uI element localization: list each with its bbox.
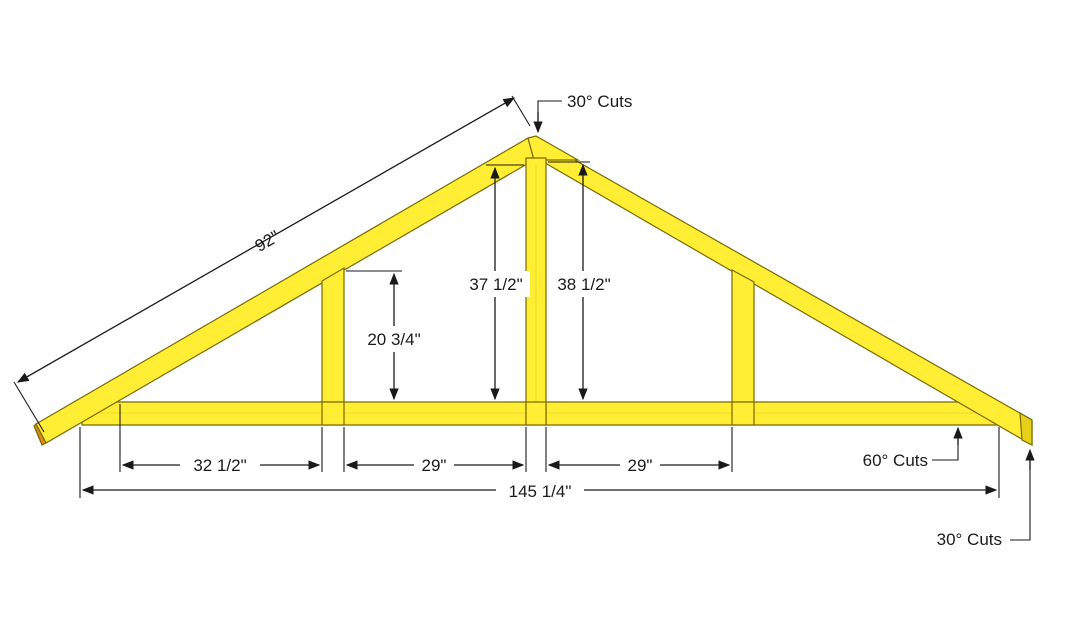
left-rafter	[35, 137, 535, 444]
joint-left	[321, 401, 345, 426]
end-cut-leader	[1010, 452, 1031, 541]
joint-right	[731, 401, 755, 426]
left-rafter-end	[33, 422, 47, 446]
peak-cut-leader	[537, 100, 562, 130]
cp-left-label-bg	[462, 271, 530, 297]
right-side-post	[731, 268, 755, 403]
rafter-ext-line-right	[511, 95, 531, 127]
total-span-label-bg	[496, 478, 584, 502]
center-post-right-label: 38 1/2"	[557, 275, 610, 294]
right-rafter-end	[1019, 411, 1033, 446]
mid-right-bay-label-bg	[620, 452, 660, 476]
bottom-cut-leader	[932, 430, 959, 461]
peak-cut-label: 30° Cuts	[567, 92, 632, 111]
left-side-post	[321, 266, 345, 403]
peak-block	[527, 135, 581, 161]
rafter-ext-line-left	[13, 381, 45, 433]
end-cut-label: 30° Cuts	[937, 530, 1002, 549]
side-post-label-bg	[358, 326, 430, 352]
side-post-label: 20 3/4"	[367, 330, 420, 349]
center-post-left-label: 37 1/2"	[469, 275, 522, 294]
left-bay-label-bg	[180, 452, 260, 476]
mid-left-bay-label: 29"	[422, 456, 447, 475]
rafter-length-label: 92"	[252, 227, 283, 256]
cp-right-label-bg	[550, 271, 618, 297]
left-bay-label: 32 1/2"	[193, 456, 246, 475]
mid-right-bay-label: 29"	[628, 456, 653, 475]
joint-center	[525, 401, 547, 426]
bottom-cut-label: 60° Cuts	[863, 451, 928, 470]
rafter-dimension-line	[16, 97, 516, 383]
mid-left-bay-label-bg	[414, 452, 454, 476]
total-span-label: 145 1/4"	[509, 482, 572, 501]
